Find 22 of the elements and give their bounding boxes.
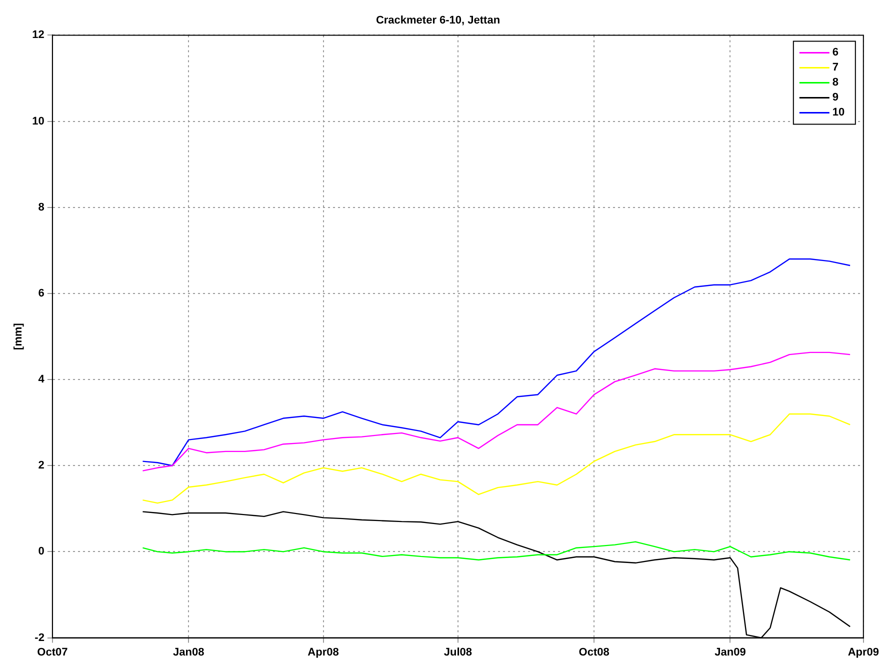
y-tick-label: 2	[38, 460, 44, 472]
y-tick-label: 6	[38, 287, 44, 300]
legend-label: 7	[832, 62, 839, 74]
x-tick-label: Jan08	[172, 646, 204, 658]
y-tick-label: 12	[32, 29, 44, 42]
legend-label: 8	[832, 76, 839, 89]
x-tick-label: Jul08	[444, 646, 472, 658]
x-tick-label: Jan09	[714, 646, 746, 658]
y-tick-label: 8	[38, 201, 44, 214]
x-tick-label: Oct07	[37, 646, 68, 658]
x-tick-label: Apr09	[848, 646, 880, 658]
y-axis-title: [mm]	[12, 322, 25, 350]
x-tick-label: Oct08	[578, 646, 610, 658]
legend-label: 9	[832, 92, 839, 104]
legend-label: 10	[832, 106, 845, 119]
y-tick-label: 4	[38, 374, 46, 386]
chart-title: Crackmeter 6-10, Jettan	[376, 14, 500, 27]
y-tick-label: 0	[38, 546, 44, 558]
y-tick-label: -2	[34, 632, 44, 644]
legend-label: 6	[832, 46, 839, 59]
y-tick-label: 10	[32, 115, 44, 128]
x-tick-label: Apr08	[308, 646, 339, 658]
